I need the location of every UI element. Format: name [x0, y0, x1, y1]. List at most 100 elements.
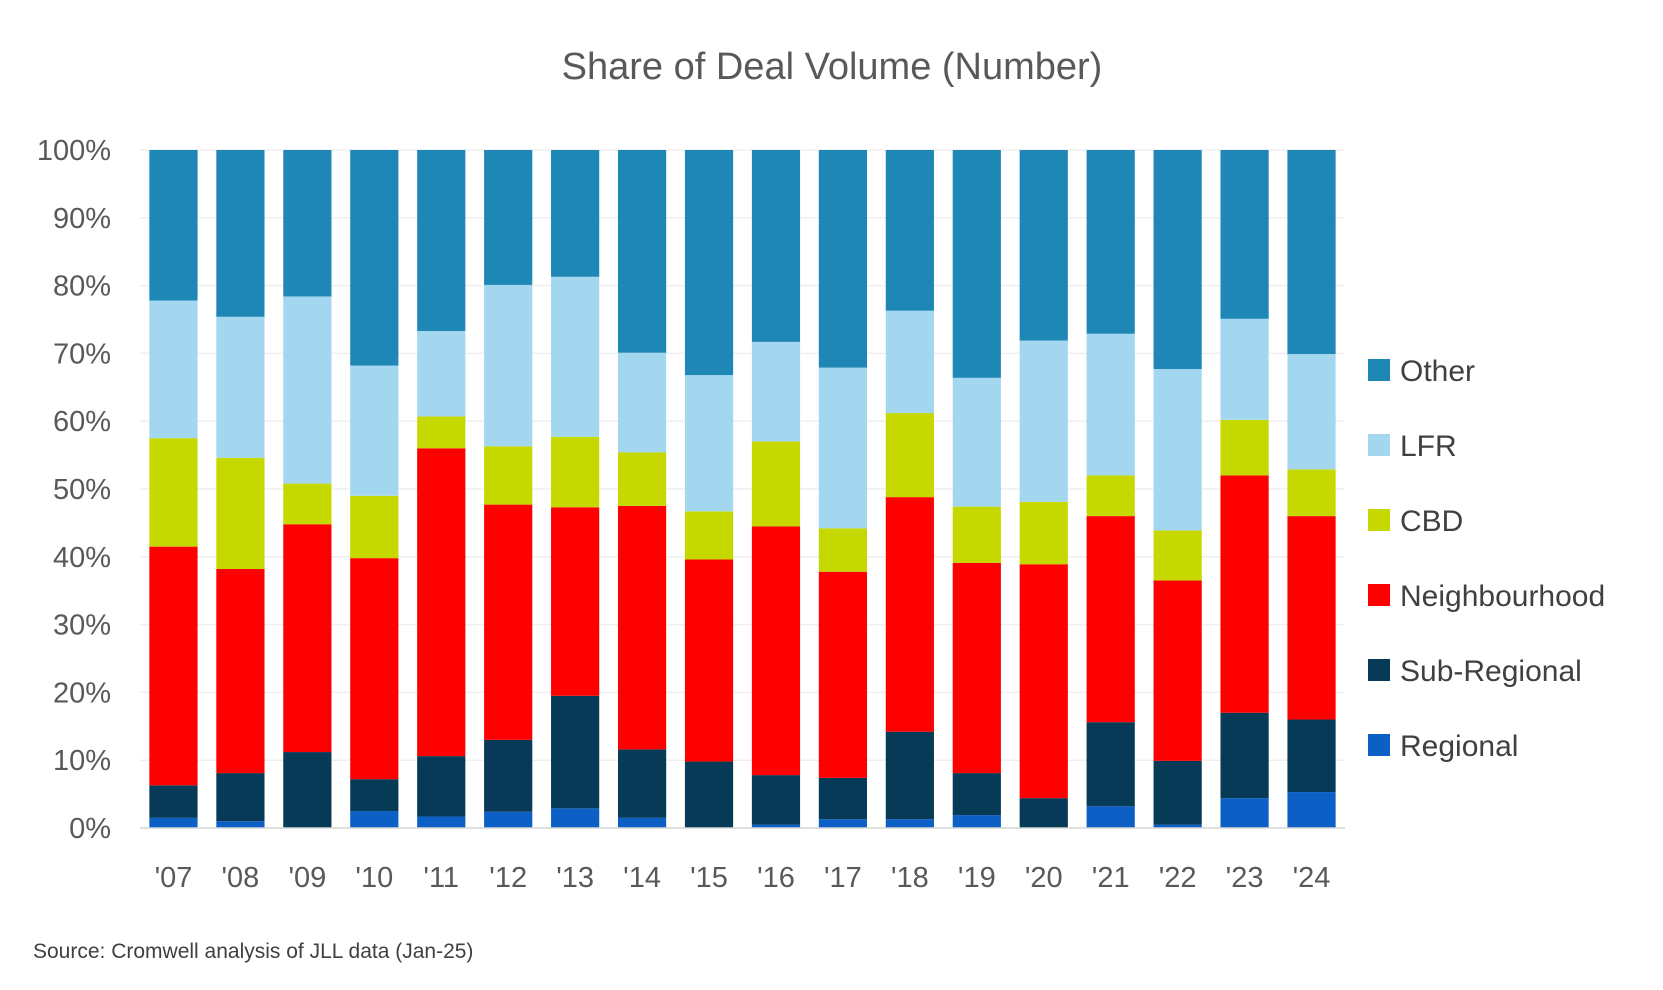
legend: Other LFR CBD Neighbourhood Sub-Regional Regi…	[1368, 355, 1605, 763]
bar-segment-cbd	[1220, 419, 1269, 476]
bar-segment-lfr	[551, 276, 600, 437]
bar-segment-sub-regional	[551, 695, 600, 809]
bar-segment-sub-regional	[417, 756, 466, 817]
bar-segment-regional	[885, 819, 934, 828]
x-tick-label: '10	[355, 862, 393, 894]
legend-label: Regional	[1400, 730, 1518, 763]
bar-segment-sub-regional	[885, 731, 934, 820]
bar-segment-sub-regional	[751, 775, 801, 825]
y-tick-label: 10%	[53, 745, 111, 777]
bar-segment-cbd	[1019, 501, 1068, 565]
bar-segment-sub-regional	[617, 749, 667, 818]
legend-swatch	[1368, 509, 1390, 531]
bar-segment-neighbourhood	[751, 526, 801, 776]
bar-segment-other	[617, 150, 667, 353]
bar-segment-other	[551, 150, 600, 277]
y-tick-label: 60%	[53, 406, 111, 438]
bar-segment-neighbourhood	[1153, 580, 1202, 761]
bar-segment-regional	[751, 824, 801, 828]
bar-segment-sub-regional	[684, 761, 734, 828]
bar-segment-cbd	[283, 483, 332, 525]
x-tick-label: '09	[288, 862, 326, 894]
bar-segment-cbd	[885, 413, 934, 498]
bar-segment-cbd	[1287, 469, 1336, 517]
bar-segment-cbd	[417, 416, 466, 449]
bar-segment-regional	[1287, 792, 1336, 828]
bar-segment-lfr	[617, 352, 667, 453]
bar-segment-neighbourhood	[885, 497, 934, 732]
bar-segment-cbd	[350, 495, 399, 559]
bar-segment-regional	[216, 821, 265, 828]
legend-label: Neighbourhood	[1400, 580, 1605, 613]
bar-segment-sub-regional	[1019, 798, 1068, 828]
x-tick-label: '14	[623, 862, 661, 894]
y-tick-label: 20%	[53, 677, 111, 709]
bar-segment-sub-regional	[149, 785, 198, 818]
legend-label: CBD	[1400, 505, 1463, 538]
bar-segment-neighbourhood	[283, 524, 332, 753]
bar-segment-neighbourhood	[417, 448, 466, 757]
bar-segment-sub-regional	[484, 739, 533, 812]
legend-label: Sub-Regional	[1400, 655, 1582, 688]
bar-segment-lfr	[350, 365, 399, 496]
legend-swatch	[1368, 734, 1390, 756]
bar-segment-regional	[818, 819, 868, 828]
bar-segment-regional	[350, 811, 399, 828]
y-tick-label: 40%	[53, 542, 111, 574]
bar-segment-other	[417, 150, 466, 332]
bar-segment-other	[952, 150, 1001, 378]
x-tick-label: '24	[1293, 862, 1331, 894]
bar-segment-other	[1153, 150, 1202, 369]
legend-swatch	[1368, 359, 1390, 381]
legend-swatch	[1368, 659, 1390, 681]
bar-segment-cbd	[1153, 530, 1202, 581]
x-axis-ticks: '07 '08 '09 '10 '11 '12 '13 '14 '15 '16 '17 '18 '19 '…	[155, 862, 1331, 894]
bar-segment-neighbourhood	[551, 507, 600, 696]
y-tick-label: 80%	[53, 271, 111, 303]
x-tick-label: '13	[556, 862, 594, 894]
legend-swatch	[1368, 584, 1390, 606]
x-tick-label: '08	[222, 862, 260, 894]
bar-segment-neighbourhood	[1086, 516, 1135, 723]
bar-segment-cbd	[216, 457, 265, 570]
bar-segment-neighbourhood	[952, 562, 1001, 774]
bar-segment-lfr	[216, 316, 265, 458]
bar-segment-lfr	[818, 367, 868, 529]
bar-segment-other	[1220, 150, 1269, 319]
bar-segment-regional	[1153, 824, 1202, 828]
bar-segment-lfr	[952, 377, 1001, 507]
bar-segment-other	[1086, 150, 1135, 334]
bar-segment-sub-regional	[350, 779, 399, 812]
bar-segment-other	[350, 150, 399, 366]
bar-segment-other	[818, 150, 868, 368]
bar-segment-lfr	[484, 284, 533, 447]
bar-segment-other	[1287, 150, 1336, 355]
bar-segment-lfr	[1220, 318, 1269, 420]
x-tick-label: '11	[423, 862, 459, 894]
y-axis-ticks: 0% 10% 20% 30% 40% 50% 60% 70% 80% 90% 100%	[37, 135, 111, 845]
bar-segment-lfr	[751, 341, 801, 442]
bars	[149, 150, 1336, 828]
bar-segment-sub-regional	[1153, 760, 1202, 825]
bar-segment-cbd	[952, 506, 1001, 563]
bar-segment-regional	[1086, 806, 1135, 828]
bar-segment-neighbourhood	[350, 558, 399, 780]
x-tick-label: '12	[489, 862, 527, 894]
bar-segment-neighbourhood	[1220, 475, 1269, 713]
x-tick-label: '21	[1092, 862, 1130, 894]
x-tick-label: '18	[891, 862, 929, 894]
bar-segment-neighbourhood	[684, 559, 734, 762]
bar-segment-other	[751, 150, 801, 342]
y-tick-label: 0%	[69, 813, 111, 845]
bar-segment-regional	[617, 817, 667, 828]
bar-segment-neighbourhood	[818, 571, 868, 778]
bar-segment-lfr	[1086, 333, 1135, 476]
y-tick-label: 70%	[53, 338, 111, 370]
x-tick-label: '23	[1226, 862, 1264, 894]
x-tick-label: '17	[824, 862, 862, 894]
x-tick-label: '19	[958, 862, 996, 894]
bar-segment-sub-regional	[952, 773, 1001, 816]
bar-segment-other	[885, 150, 934, 311]
y-tick-label: 100%	[37, 135, 111, 167]
bar-segment-neighbourhood	[484, 504, 533, 740]
